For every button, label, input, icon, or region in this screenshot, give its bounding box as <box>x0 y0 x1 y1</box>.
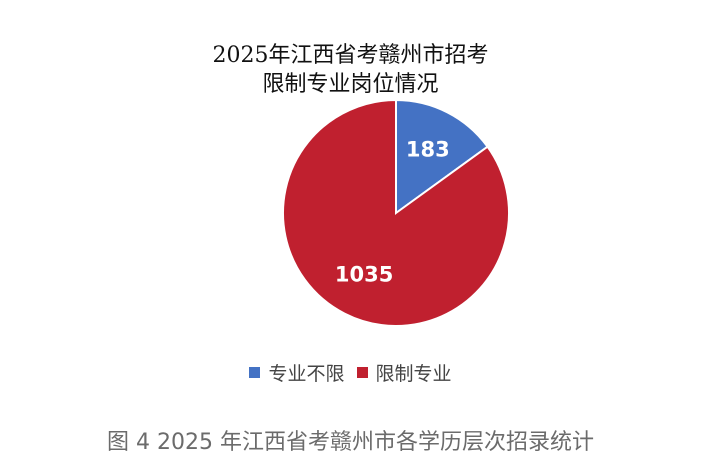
legend-item-restricted: 限制专业 <box>356 359 452 386</box>
pie-slice-restricted <box>282 98 510 327</box>
legend-label-restricted: 限制专业 <box>375 363 452 385</box>
data-label-restricted: 1035 <box>335 262 393 286</box>
chart-legend: 专业不限 限制专业 <box>0 359 701 386</box>
pie-slice-unrestricted <box>395 98 489 215</box>
chart-title-line-2: 限制专业岗位情况 <box>262 72 439 97</box>
figure-caption: 图 4 2025 年江西省考赣州市各学历层次招录统计 <box>107 430 594 455</box>
data-label-unrestricted: 183 <box>406 138 450 162</box>
chart-title-line-1: 2025年江西省考赣州市招考 <box>212 43 489 68</box>
legend-label-unrestricted: 专业不限 <box>268 363 345 385</box>
legend-swatch-unrestricted <box>249 367 261 378</box>
legend-swatch-restricted <box>356 367 368 378</box>
legend-item-unrestricted: 专业不限 <box>249 359 345 386</box>
